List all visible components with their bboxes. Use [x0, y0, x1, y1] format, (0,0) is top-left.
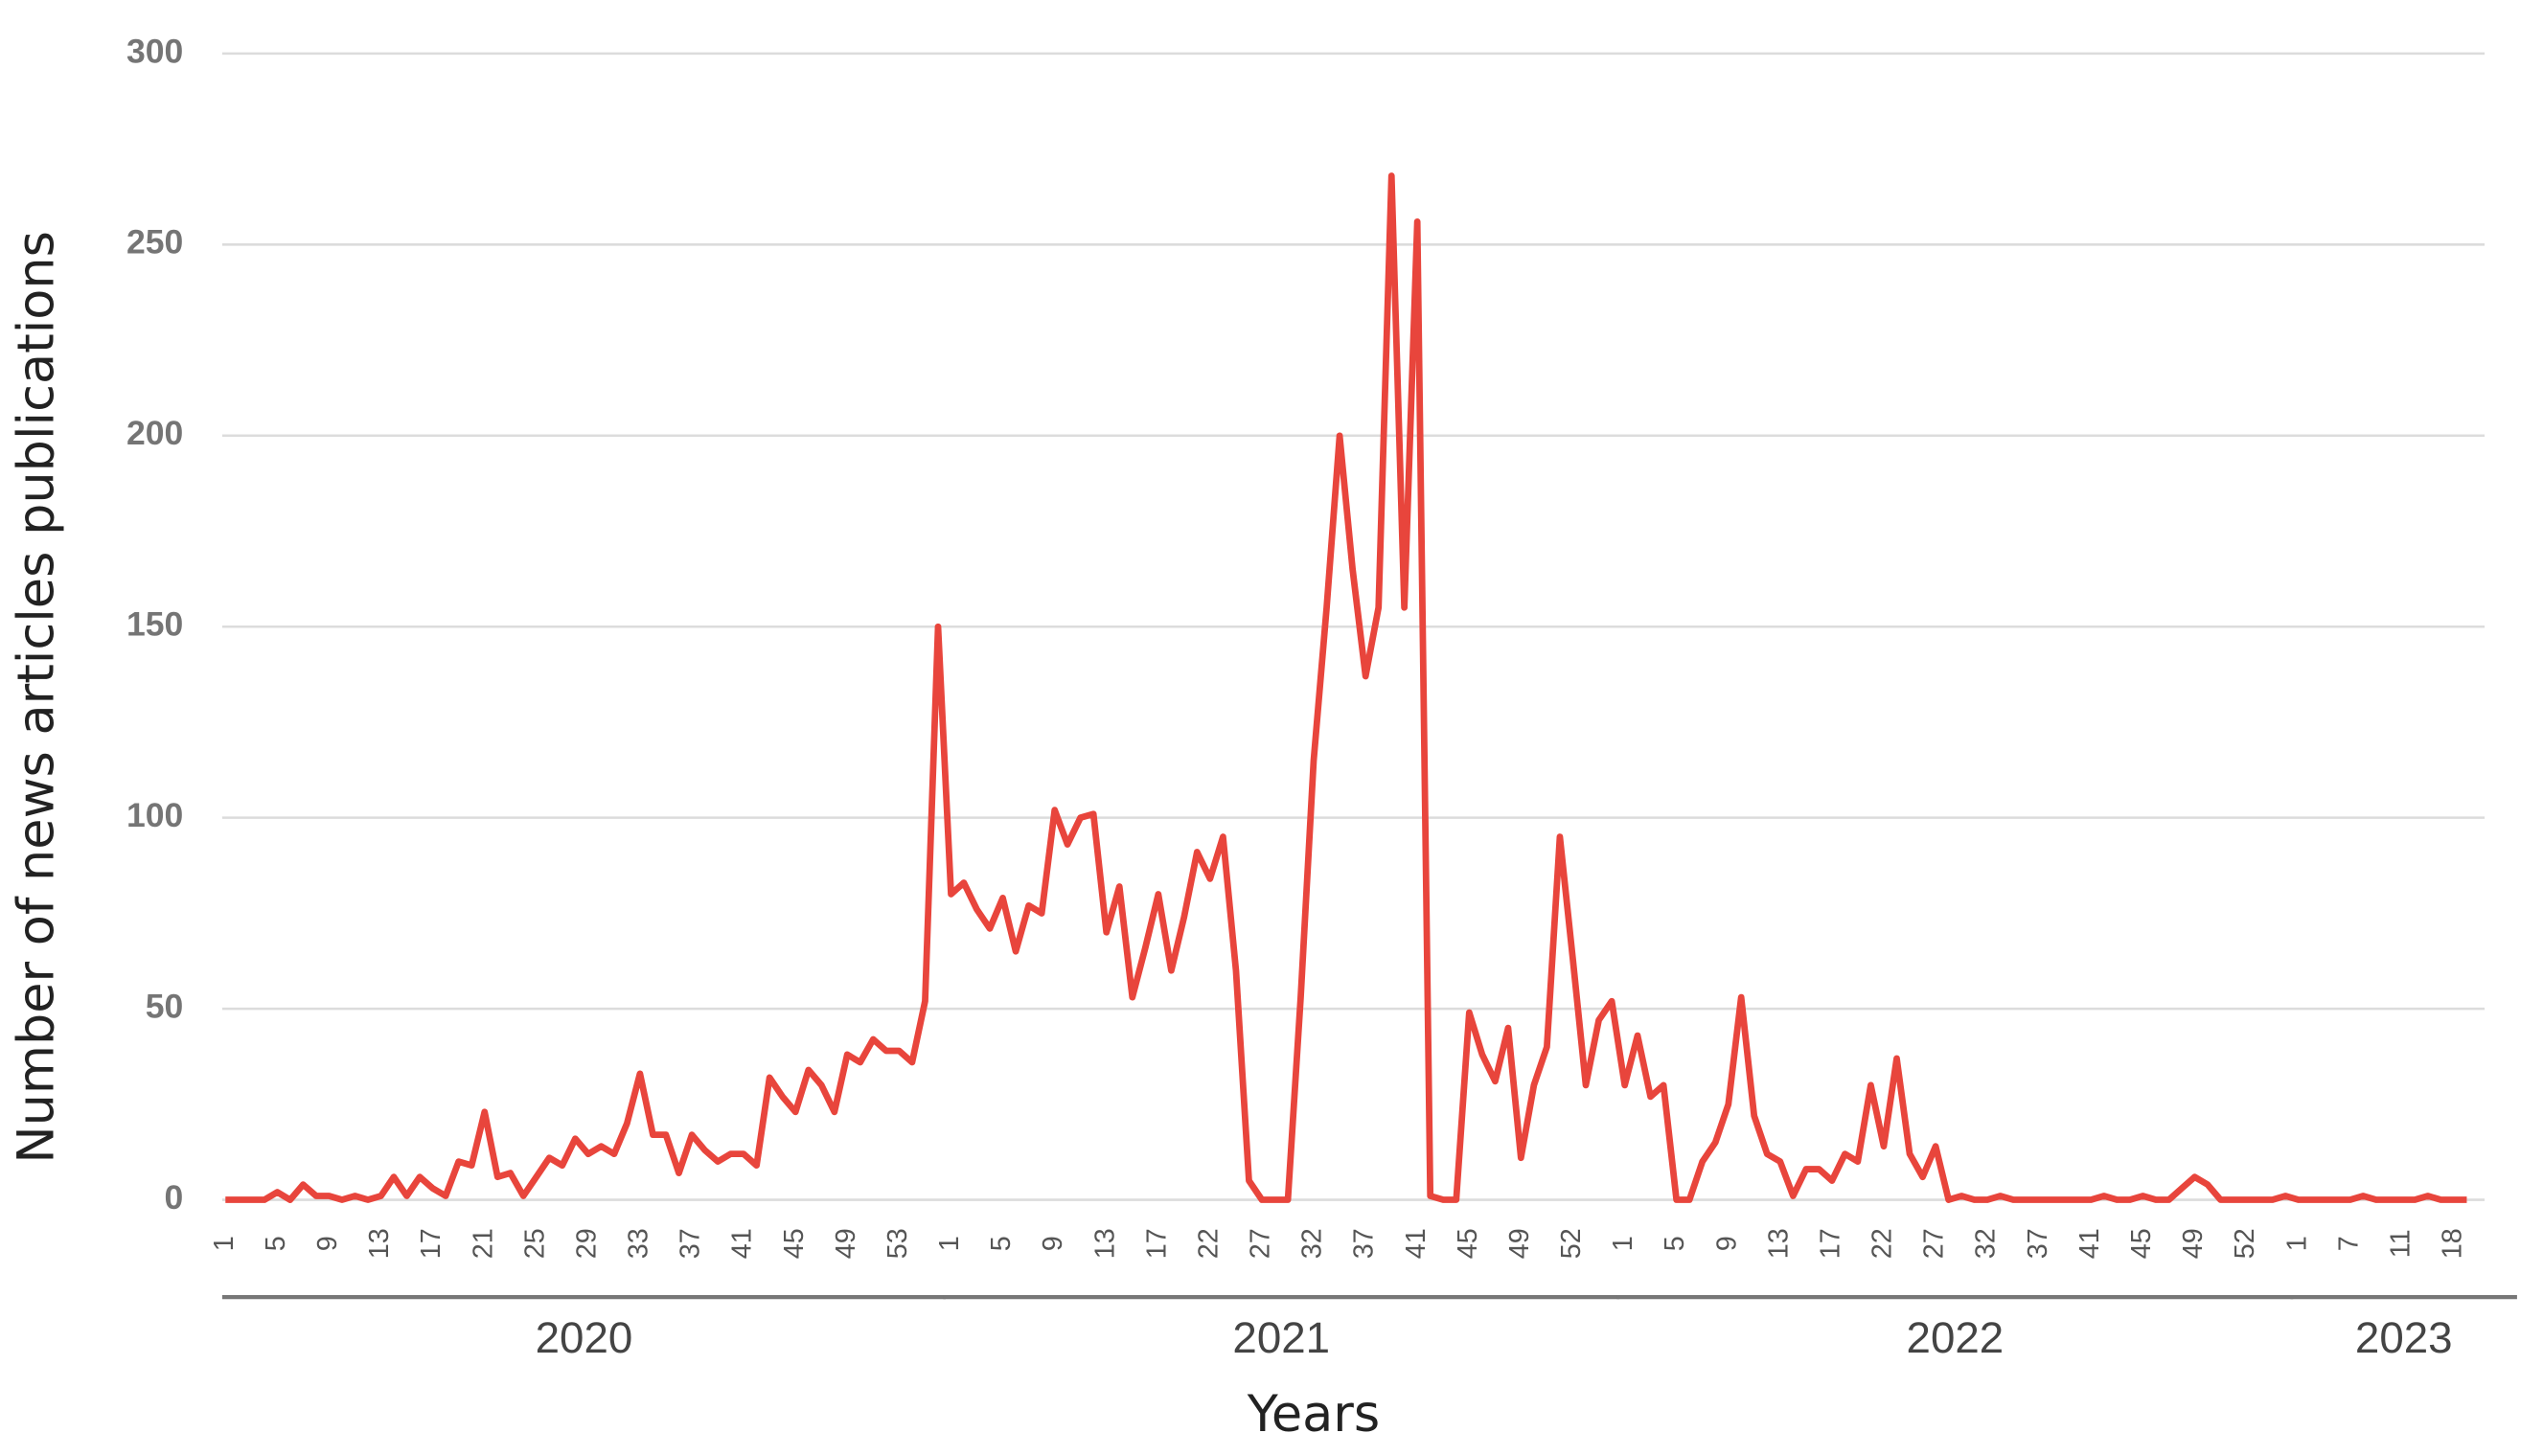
- x-tick-label: 52: [1556, 1228, 1587, 1259]
- x-tick-label: 25: [519, 1228, 550, 1259]
- x-tick-label: 11: [2385, 1229, 2416, 1258]
- y-tick-label: 0: [164, 1178, 183, 1217]
- x-tick-label: 17: [416, 1228, 447, 1259]
- y-tick-label: 50: [146, 987, 184, 1025]
- x-tick-label: 22: [1867, 1228, 1898, 1259]
- x-tick-label: 32: [1971, 1228, 2002, 1259]
- x-tick-label: 53: [882, 1228, 913, 1259]
- y-tick-label: 300: [126, 32, 183, 70]
- x-tick-label: 13: [1763, 1228, 1794, 1259]
- x-tick-label: 52: [2230, 1228, 2260, 1259]
- x-tick-label: 49: [2178, 1228, 2209, 1259]
- x-tick-label: 7: [2333, 1236, 2364, 1251]
- x-tick-label: 27: [1919, 1228, 1950, 1259]
- x-tick-label: 9: [312, 1236, 343, 1251]
- x-tick-label: 45: [779, 1228, 810, 1259]
- x-tick-label: 49: [831, 1228, 861, 1259]
- x-tick-label: 5: [261, 1236, 291, 1251]
- x-tick-label: 1: [2281, 1236, 2312, 1251]
- y-tick-label: 100: [126, 796, 183, 834]
- y-tick-label: 150: [126, 605, 183, 644]
- x-tick-label: 1: [209, 1236, 240, 1251]
- x-tick-label: 5: [1660, 1236, 1690, 1251]
- x-tick-label: 1: [1608, 1236, 1638, 1251]
- x-tick-label: 32: [1297, 1228, 1328, 1259]
- group-label: 2022: [1907, 1313, 2005, 1362]
- x-tick-label: 9: [1711, 1236, 1742, 1251]
- group-label: 2023: [2355, 1313, 2453, 1362]
- x-tick-label: 37: [676, 1228, 706, 1259]
- x-tick-label: 37: [2023, 1228, 2053, 1259]
- x-axis-title: Years: [1247, 1385, 1380, 1444]
- x-tick-label: 1: [934, 1236, 965, 1251]
- x-tick-label: 45: [1453, 1228, 1483, 1259]
- line: [225, 172, 2467, 1203]
- x-tick-label: 13: [1089, 1228, 1120, 1259]
- group-label: 2020: [536, 1313, 633, 1362]
- x-tick-label: 17: [1816, 1228, 1846, 1259]
- x-tick-label: 33: [624, 1228, 654, 1259]
- x-tick-label: 18: [2438, 1228, 2468, 1259]
- x-tick-label: 45: [2126, 1228, 2157, 1259]
- x-tick-label: 13: [364, 1228, 395, 1259]
- x-tick-label: 27: [1246, 1228, 1276, 1259]
- x-tick-label: 5: [986, 1236, 1017, 1251]
- y-tick-label: 200: [126, 414, 183, 452]
- y-tick-label: 250: [126, 223, 183, 262]
- x-tick-label: 22: [1193, 1228, 1224, 1259]
- x-tick-label: 21: [468, 1228, 498, 1259]
- y-axis-title: Number of news articles publications: [7, 231, 65, 1164]
- x-tick-label: 41: [2074, 1228, 2105, 1259]
- x-tick-label: 49: [1504, 1228, 1535, 1259]
- x-tick-label: 9: [1038, 1236, 1068, 1251]
- x-tick-label: 29: [571, 1228, 602, 1259]
- x-tick-label: 17: [1141, 1228, 1172, 1259]
- group-label: 2021: [1232, 1313, 1330, 1362]
- x-tick-label: 41: [1401, 1228, 1432, 1259]
- x-tick-label: 37: [1349, 1228, 1380, 1259]
- x-tick-label: 41: [727, 1228, 758, 1259]
